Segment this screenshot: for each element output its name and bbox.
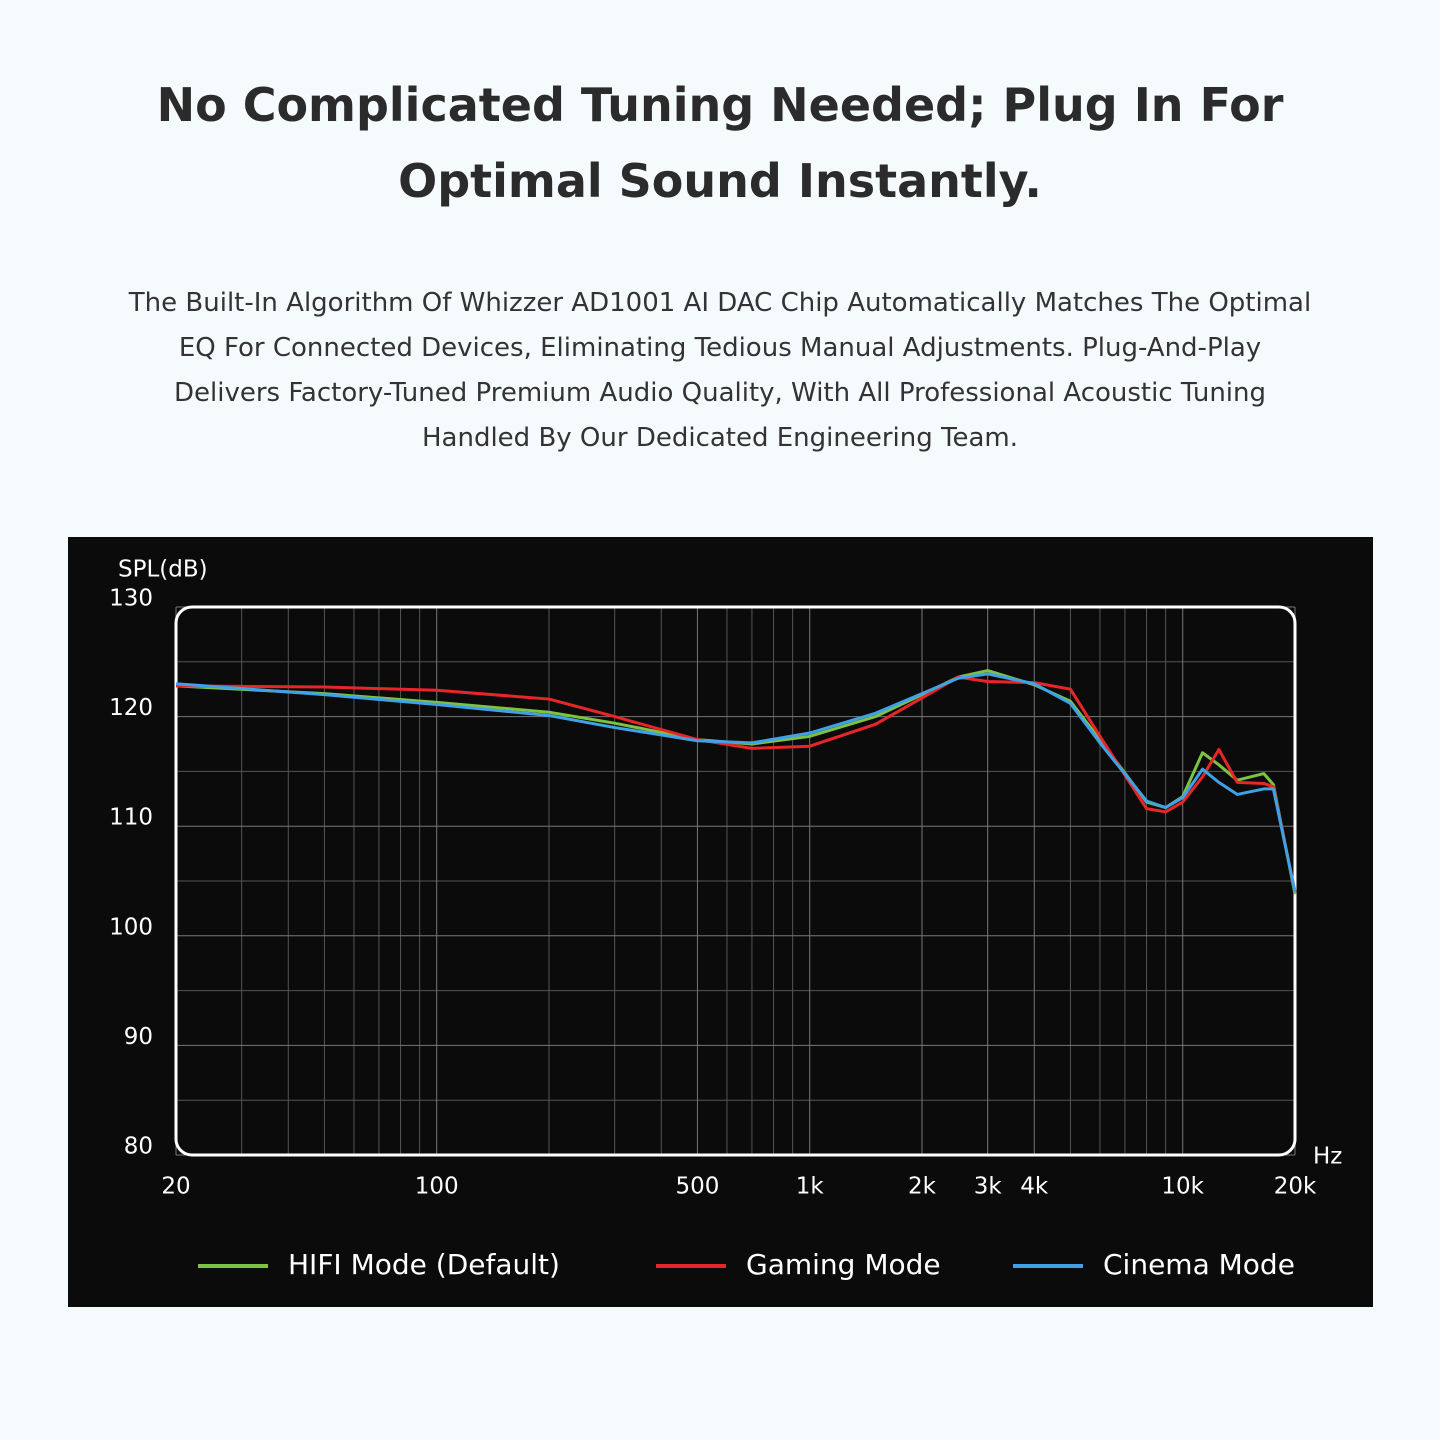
series-line [175, 675, 1297, 893]
y-axis-label: SPL(dB) [118, 557, 208, 583]
description-line: Handled By Our Dedicated Engineering Tea… [421, 423, 1019, 453]
series-line [175, 672, 1297, 893]
x-tick-label: 20 [161, 1174, 190, 1200]
x-tick-label: 20k [1274, 1174, 1317, 1200]
x-axis-label: Hz [1313, 1144, 1342, 1170]
x-tick-label: 2k [908, 1174, 937, 1200]
legend-label: HIFI Mode (Default) [288, 1248, 560, 1281]
chart: SPL(dB) Hz 80 90 100 110 120 130 20 100 500 1k 2k 3… [68, 537, 1373, 1307]
y-tick-label: 120 [109, 695, 153, 721]
plot-frame [174, 605, 1297, 1157]
x-tick-label: 3k [974, 1174, 1003, 1200]
x-tick-label: 4k [1020, 1174, 1049, 1200]
y-tick-label: 90 [124, 1024, 153, 1050]
chart-background [68, 537, 1373, 1307]
y-tick-label: 80 [124, 1134, 153, 1160]
x-tick-label: 10k [1161, 1174, 1204, 1200]
legend-label: Gaming Mode [746, 1248, 941, 1281]
description-line: EQ For Connected Devices, Eliminating Te… [178, 333, 1262, 363]
x-tick-label: 1k [796, 1174, 825, 1200]
description-line: Delivers Factory-Tuned Premium Audio Qua… [173, 378, 1266, 408]
title-line: No Complicated Tuning Needed; Plug In Fo… [156, 78, 1284, 132]
x-tick-label: 100 [415, 1174, 459, 1200]
y-tick-label: 130 [109, 586, 153, 612]
legend-label: Cinema Mode [1103, 1248, 1295, 1281]
y-tick-label: 110 [109, 805, 153, 831]
x-tick-label: 500 [675, 1174, 719, 1200]
title-line: Optimal Sound Instantly. [398, 154, 1042, 208]
y-tick-label: 100 [109, 914, 153, 940]
description-line: The Built-In Algorithm Of Whizzer AD1001… [128, 288, 1312, 318]
